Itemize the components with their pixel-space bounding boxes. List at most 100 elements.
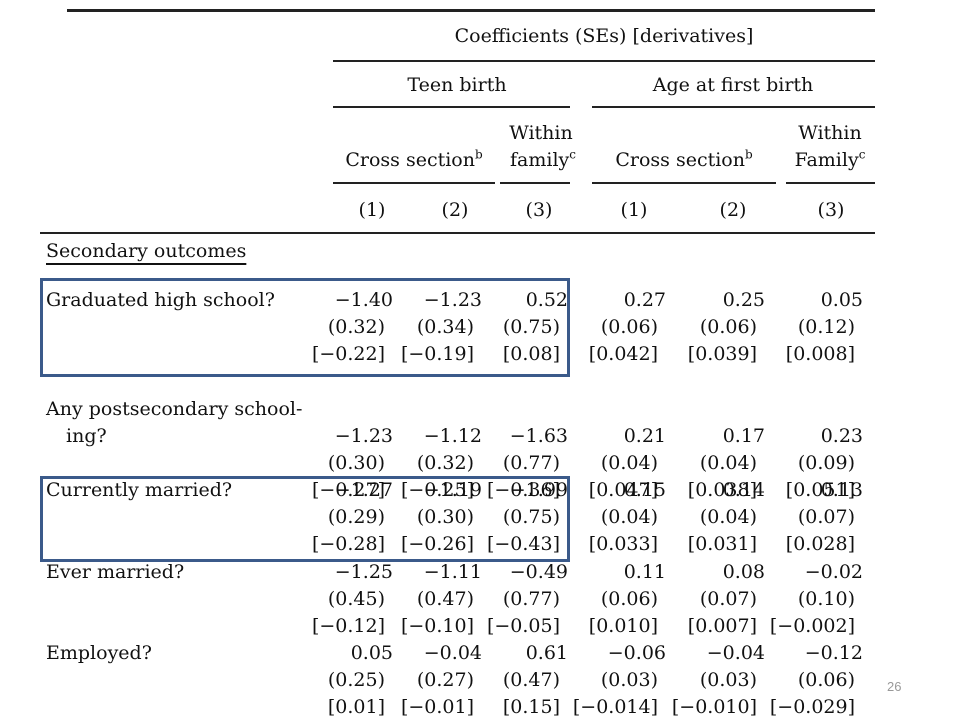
coefficient-cell: −0.04 <box>706 642 765 664</box>
coefficient-cell: 0.14 <box>722 479 765 501</box>
standard-error-cell: (0.04) <box>600 506 658 528</box>
standard-error-cell: (0.07) <box>699 588 757 610</box>
top-rule <box>67 9 875 12</box>
coefficient-cell: 0.21 <box>623 425 666 447</box>
derivative-cell: [−0.25] <box>400 479 474 501</box>
coefficient-cell: −1.27 <box>334 479 393 501</box>
cross-section-rule-age <box>592 182 776 184</box>
standard-error-cell: (0.04) <box>699 452 757 474</box>
derivative-cell: [−0.26] <box>400 533 474 555</box>
standard-error-cell: (0.30) <box>327 452 385 474</box>
derivative-cell: [0.033] <box>588 533 658 555</box>
standard-error-cell: (0.06) <box>600 316 658 338</box>
standard-error-cell: (0.47) <box>502 669 560 691</box>
coefficient-cell: −1.63 <box>509 425 568 447</box>
coefficient-cell: 0.52 <box>525 289 568 311</box>
derivative-cell: [0.08] <box>502 343 560 365</box>
coefficient-cell: 0.11 <box>623 561 666 583</box>
coefficient-cell: −1.23 <box>334 425 393 447</box>
derivative-cell: [0.031] <box>687 533 757 555</box>
coefficient-cell: −1.99 <box>509 479 568 501</box>
standard-error-cell: (0.04) <box>600 452 658 474</box>
coefficient-cell: 0.05 <box>820 289 863 311</box>
standard-error-cell: (0.32) <box>416 452 474 474</box>
column-number: (2) <box>719 199 747 221</box>
coefficient-cell: −1.23 <box>423 289 482 311</box>
coefficient-cell: 0.15 <box>623 479 666 501</box>
within-rule-age <box>786 182 875 184</box>
coefficients-rule <box>333 60 875 62</box>
coefficient-cell: 0.23 <box>820 425 863 447</box>
row-label: Any postsecondary school- <box>46 398 303 420</box>
derivative-cell: [−0.12] <box>311 615 385 637</box>
standard-error-cell: (0.32) <box>327 316 385 338</box>
derivative-cell: [0.038] <box>687 479 757 501</box>
within-header-teen-line2: familyc <box>510 147 576 171</box>
standard-error-cell: (0.47) <box>416 588 474 610</box>
derivative-cell: [0.010] <box>588 615 658 637</box>
standard-error-cell: (0.75) <box>502 316 560 338</box>
standard-error-cell: (0.03) <box>600 669 658 691</box>
derivative-cell: [−0.28] <box>311 533 385 555</box>
derivative-cell: [−0.36] <box>486 479 560 501</box>
standard-error-cell: (0.75) <box>502 506 560 528</box>
derivative-cell: [0.047] <box>588 479 658 501</box>
standard-error-cell: (0.06) <box>699 316 757 338</box>
standard-error-cell: (0.77) <box>502 588 560 610</box>
column-number: (1) <box>620 199 648 221</box>
standard-error-cell: (0.27) <box>416 669 474 691</box>
derivative-cell: [−0.01] <box>400 696 474 718</box>
coefficients-header: Coefficients (SEs) [derivatives] <box>454 25 754 47</box>
coefficient-cell: −0.12 <box>804 642 863 664</box>
derivative-cell: [0.051] <box>785 479 855 501</box>
derivative-cell: [−0.010] <box>671 696 757 718</box>
highlight-box-graduated-high-school <box>40 278 570 377</box>
coefficient-cell: −0.02 <box>804 561 863 583</box>
coefficient-cell: 0.61 <box>525 642 568 664</box>
standard-error-cell: (0.03) <box>699 669 757 691</box>
age-first-birth-header: Age at first birth <box>652 74 814 96</box>
coefficient-cell: 0.25 <box>722 289 765 311</box>
derivative-cell: [0.039] <box>687 343 757 365</box>
header-bottom-rule <box>40 232 875 234</box>
column-number: (1) <box>358 199 386 221</box>
column-number: (2) <box>441 199 469 221</box>
derivative-cell: [0.007] <box>687 615 757 637</box>
coefficient-cell: −1.40 <box>334 289 393 311</box>
row-label: Graduated high school? <box>46 289 275 311</box>
row-label: Currently married? <box>46 479 233 501</box>
derivative-cell: [0.01] <box>327 696 385 718</box>
within-header-age-line1: Within <box>798 122 862 144</box>
standard-error-cell: (0.06) <box>797 669 855 691</box>
derivative-cell: [−0.05] <box>486 615 560 637</box>
standard-error-cell: (0.10) <box>797 588 855 610</box>
coefficient-cell: −1.25 <box>334 561 393 583</box>
coefficient-cell: −0.06 <box>607 642 666 664</box>
slide-number: 26 <box>887 679 902 694</box>
teen-birth-rule <box>333 106 570 108</box>
coefficient-cell: 0.05 <box>350 642 393 664</box>
column-number: (3) <box>525 199 553 221</box>
derivative-cell: [−0.43] <box>486 533 560 555</box>
standard-error-cell: (0.30) <box>416 506 474 528</box>
coefficient-cell: −0.04 <box>423 642 482 664</box>
standard-error-cell: (0.12) <box>797 316 855 338</box>
coefficient-cell: −1.12 <box>423 425 482 447</box>
teen-birth-header: Teen birth <box>407 74 507 96</box>
standard-error-cell: (0.77) <box>502 452 560 474</box>
coefficient-cell: −1.19 <box>423 479 482 501</box>
standard-error-cell: (0.04) <box>699 506 757 528</box>
standard-error-cell: (0.07) <box>797 506 855 528</box>
standard-error-cell: (0.34) <box>416 316 474 338</box>
coefficient-cell: 0.08 <box>722 561 765 583</box>
within-rule-teen <box>500 182 570 184</box>
cross-section-header-age: Cross sectionb <box>615 147 753 171</box>
standard-error-cell: (0.25) <box>327 669 385 691</box>
derivative-cell: [0.042] <box>588 343 658 365</box>
coefficient-cell: −0.49 <box>509 561 568 583</box>
cross-section-header-teen: Cross sectionb <box>345 147 483 171</box>
row-label: ing? <box>66 425 107 447</box>
row-label: Ever married? <box>46 561 185 583</box>
derivative-cell: [−0.029] <box>769 696 855 718</box>
derivative-cell: [0.028] <box>785 533 855 555</box>
